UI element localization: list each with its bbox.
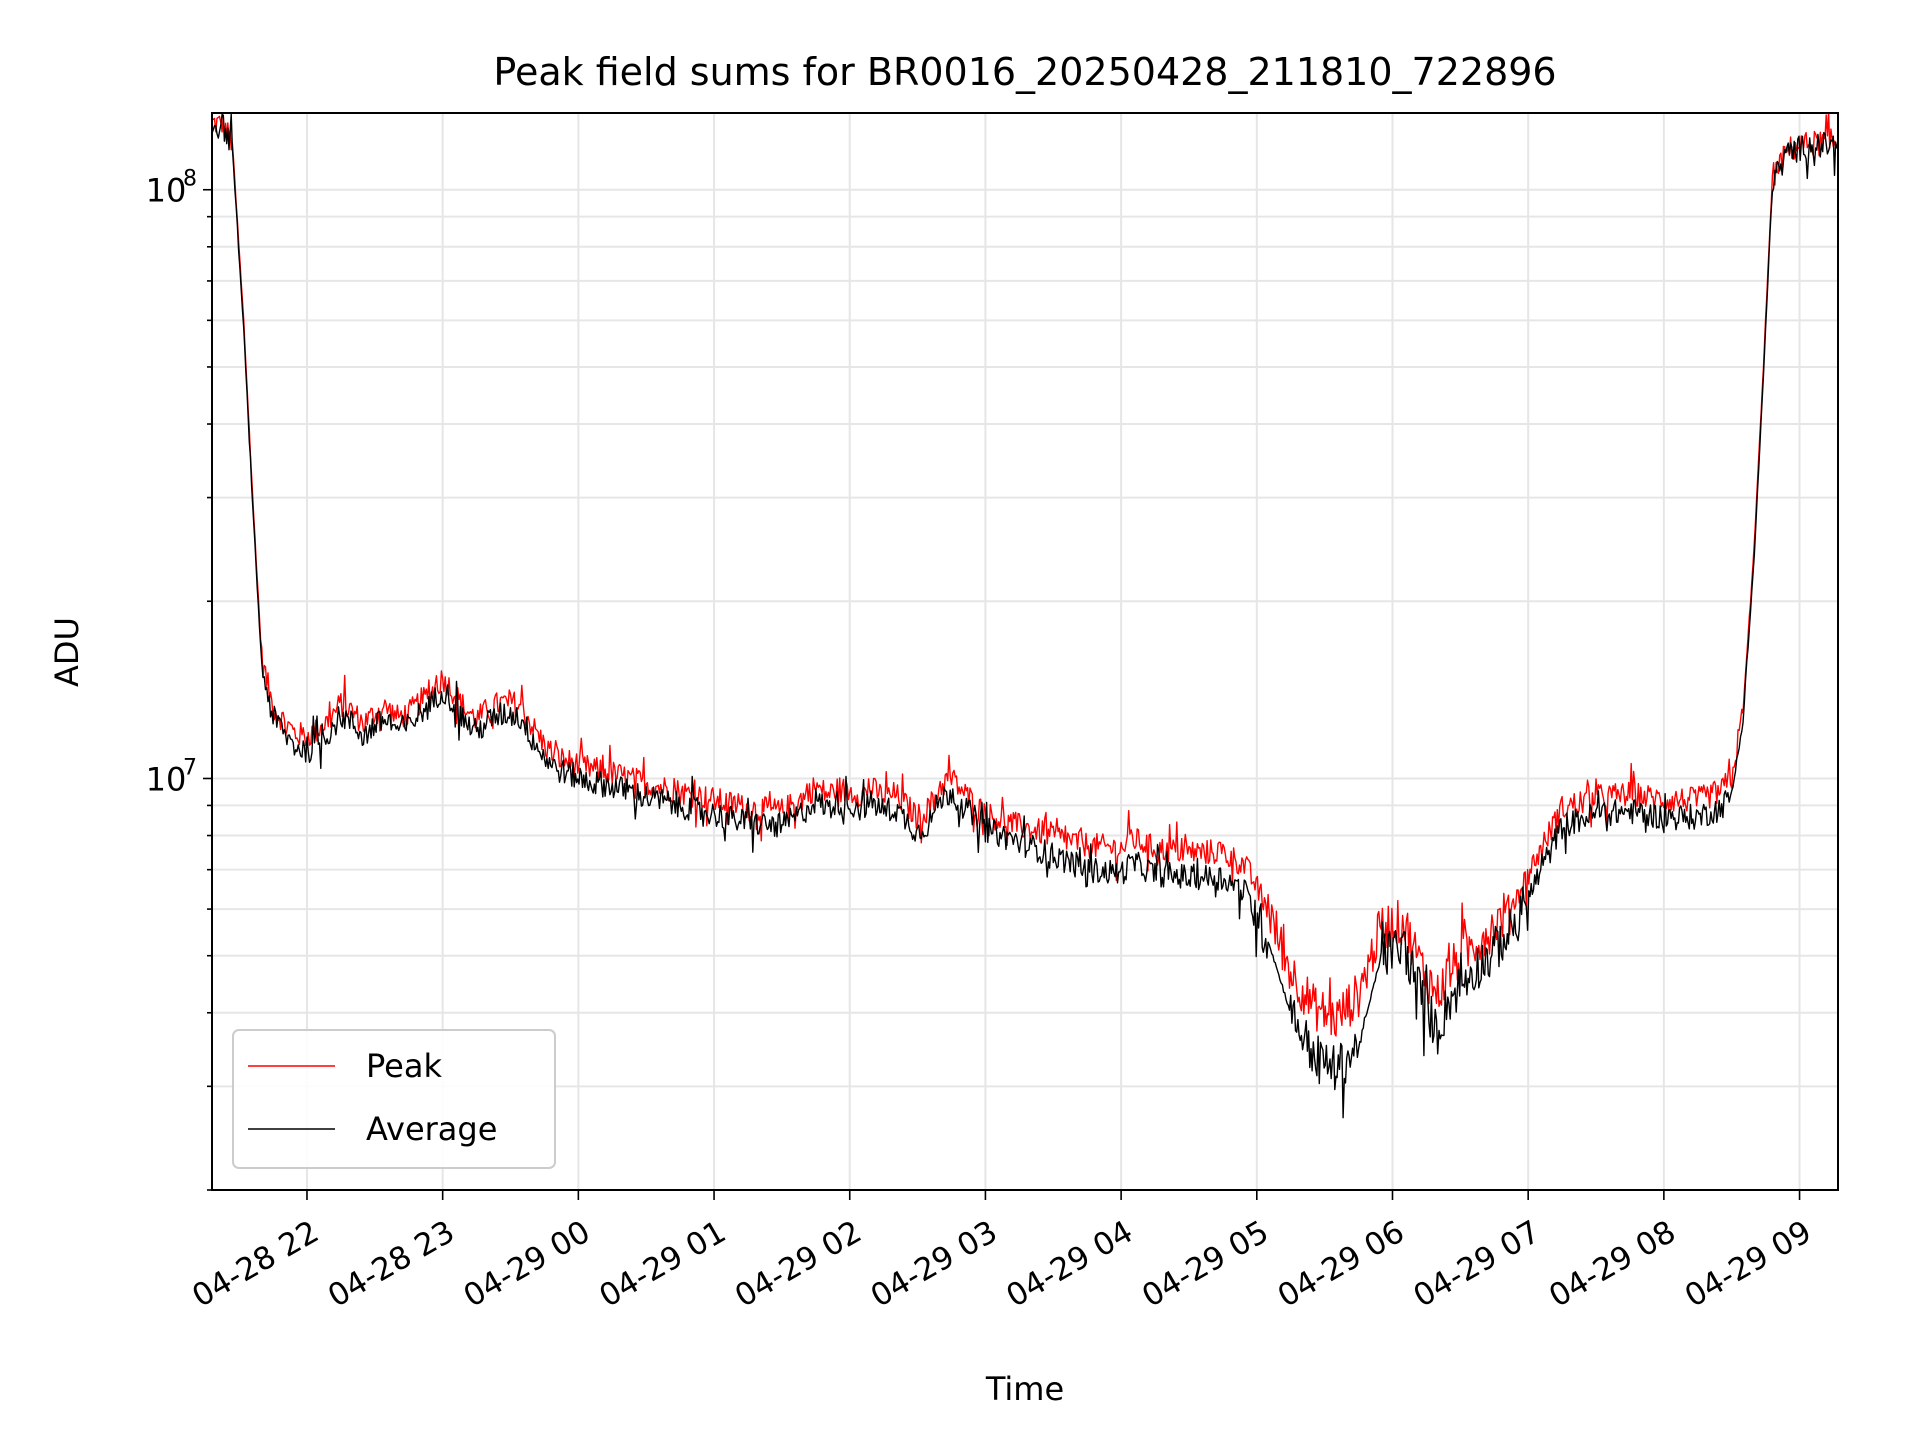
plot-area: [212, 113, 1838, 1190]
y-axis-label: ADU: [48, 617, 86, 687]
y-tick-exponent: 7: [183, 755, 197, 780]
legend-label-peak: Peak: [366, 1047, 442, 1085]
legend-label-average: Average: [366, 1110, 497, 1148]
series-line-average: [212, 113, 1838, 1119]
plot-frame: [211, 112, 1839, 1191]
grid: [212, 113, 1838, 1191]
series-layer: [212, 113, 1838, 1119]
legend: Peak Average: [232, 1029, 556, 1169]
y-tick-exponent: 8: [183, 167, 197, 192]
y-tick-label: 10: [146, 760, 187, 798]
series-line-peak: [212, 113, 1838, 1037]
chart-title: Peak field sums for BR0016_20250428_2118…: [493, 50, 1556, 94]
x-axis-label: Time: [985, 1370, 1064, 1408]
legend-box: [232, 1029, 556, 1169]
y-tick-label: 10: [146, 172, 187, 210]
